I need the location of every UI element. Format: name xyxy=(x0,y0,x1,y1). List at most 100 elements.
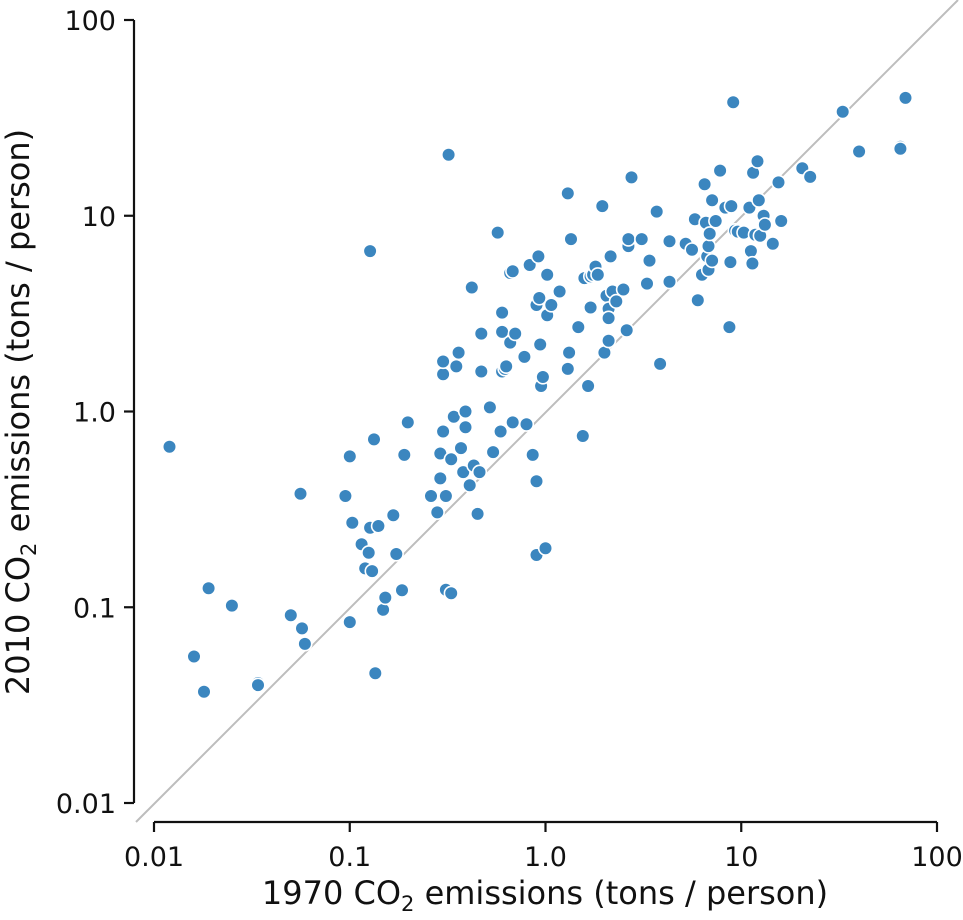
data-point xyxy=(224,597,240,614)
data-point xyxy=(708,213,724,229)
y-tick-label: 10 xyxy=(82,202,116,233)
data-point xyxy=(560,185,576,201)
data-point xyxy=(749,153,766,169)
data-point xyxy=(543,297,559,313)
data-point xyxy=(802,169,818,185)
data-point xyxy=(892,141,909,157)
data-point xyxy=(385,507,401,523)
data-point xyxy=(619,322,635,338)
data-point xyxy=(498,358,514,375)
data-point xyxy=(580,378,596,394)
y-tick-label: 0.1 xyxy=(73,593,116,624)
data-point xyxy=(493,423,509,440)
data-point xyxy=(473,363,489,380)
x-tick-label: 0.01 xyxy=(124,842,184,873)
data-point xyxy=(364,563,380,579)
data-point xyxy=(608,293,624,310)
data-point xyxy=(623,169,640,185)
data-point xyxy=(773,213,789,229)
data-point xyxy=(451,345,467,361)
data-point xyxy=(528,473,545,489)
data-point xyxy=(377,589,393,606)
data-point xyxy=(429,504,445,521)
data-point xyxy=(600,310,617,326)
data-point xyxy=(575,428,591,444)
data-point xyxy=(448,358,464,375)
data-point xyxy=(342,614,358,630)
data-point xyxy=(551,283,568,300)
data-point xyxy=(344,515,360,531)
x-tick-label: 1.0 xyxy=(524,842,567,873)
data-point xyxy=(704,192,720,208)
data-point xyxy=(751,192,767,208)
data-point xyxy=(370,518,387,534)
data-point xyxy=(696,176,713,192)
y-axis-title-sub: 2 xyxy=(17,543,41,556)
data-point xyxy=(535,369,551,385)
data-point xyxy=(435,366,451,382)
data-point xyxy=(744,255,761,272)
data-point xyxy=(438,488,454,504)
data-point xyxy=(462,477,478,493)
data-point xyxy=(250,677,266,693)
data-point xyxy=(396,447,412,463)
data-point xyxy=(457,419,474,435)
data-point xyxy=(423,488,439,504)
data-point xyxy=(530,248,547,264)
x-axis-title: 1970 CO2 emissions (tons / person) xyxy=(262,874,828,916)
y-tick-label: 100 xyxy=(64,6,116,37)
x-axis-title-sub: 2 xyxy=(401,892,414,916)
data-point xyxy=(702,226,718,242)
data-point xyxy=(283,607,299,623)
data-point xyxy=(471,464,488,480)
data-point xyxy=(394,582,410,598)
y-tick-label: 1.0 xyxy=(73,398,116,429)
data-point xyxy=(494,305,510,321)
data-point xyxy=(470,506,486,522)
data-point xyxy=(201,580,217,596)
data-point xyxy=(482,399,498,416)
data-point xyxy=(743,243,759,259)
data-point xyxy=(473,326,489,342)
data-point xyxy=(634,231,650,247)
data-point xyxy=(443,585,459,601)
data-point xyxy=(388,546,404,562)
x-tick-label: 10 xyxy=(724,842,758,873)
data-point xyxy=(432,470,448,487)
data-point xyxy=(443,451,459,467)
data-point xyxy=(490,225,506,241)
data-point xyxy=(539,267,555,283)
data-point xyxy=(600,333,617,349)
data-point xyxy=(835,104,851,120)
data-point xyxy=(721,319,738,335)
data-point xyxy=(652,356,668,372)
data-point xyxy=(615,281,632,298)
data-point xyxy=(518,416,535,432)
data-point xyxy=(505,263,521,279)
x-axis-title-post: emissions (tons / person) xyxy=(414,874,828,912)
x-axis-title-pre: 1970 CO xyxy=(262,874,401,912)
reference-layer xyxy=(135,0,959,823)
y-tick-label: 0.01 xyxy=(56,789,116,820)
data-point xyxy=(722,254,739,270)
data-point xyxy=(582,299,599,316)
data-point xyxy=(590,267,606,283)
data-point xyxy=(375,602,391,618)
data-point xyxy=(537,540,554,556)
data-point xyxy=(684,242,700,258)
y-axis-title-post: emissions (tons / person) xyxy=(0,129,37,543)
data-point xyxy=(485,444,501,460)
data-point xyxy=(361,545,377,561)
data-point xyxy=(560,361,576,377)
data-point xyxy=(602,248,619,264)
data-point xyxy=(362,243,378,259)
data-point xyxy=(712,163,728,179)
data-point xyxy=(770,174,787,190)
data-point xyxy=(897,90,914,106)
y-ticks: 0.01 0.1 1.0 10 100 xyxy=(56,6,134,820)
data-point xyxy=(563,231,579,247)
data-point xyxy=(161,439,178,455)
data-point xyxy=(704,253,720,269)
data-point xyxy=(594,198,610,214)
